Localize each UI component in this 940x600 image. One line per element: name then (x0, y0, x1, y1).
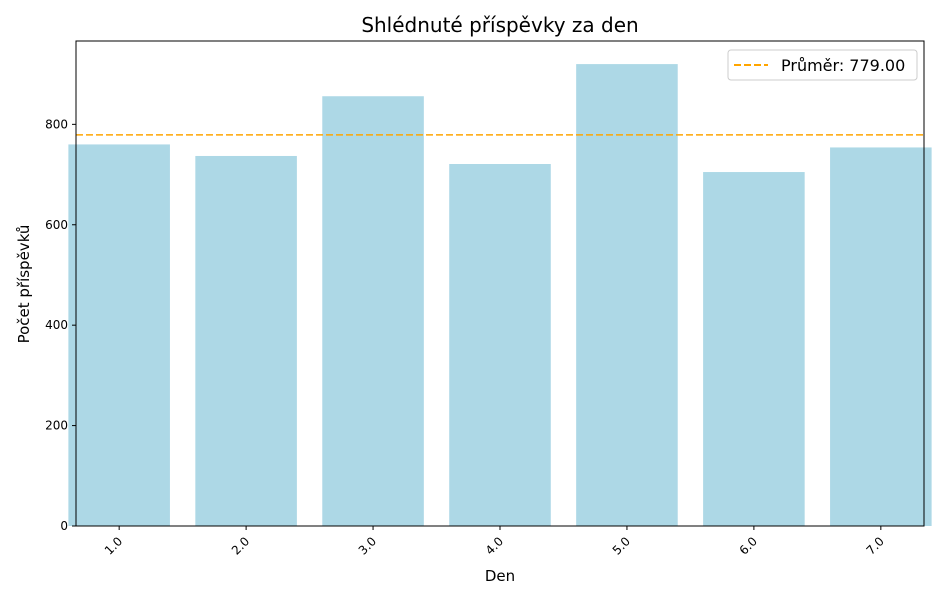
x-tick-label: 6.0 (737, 534, 760, 557)
x-tick-label: 2.0 (229, 534, 252, 557)
bar-5.0 (576, 64, 678, 526)
y-axis-title: Počet příspěvků (15, 225, 33, 344)
x-tick-label: 5.0 (610, 534, 633, 557)
y-tick-label: 400 (45, 318, 68, 332)
bar-3.0 (322, 96, 424, 526)
bar-2.0 (195, 155, 297, 526)
bar-4.0 (449, 164, 551, 526)
y-tick-label: 0 (60, 519, 68, 533)
chart-title: Shlédnuté příspěvky za den (361, 13, 638, 37)
x-tick-label: 4.0 (483, 534, 506, 557)
x-tick-label: 7.0 (864, 534, 887, 557)
y-tick-label: 200 (45, 419, 68, 433)
bars-group (68, 64, 932, 527)
legend-label-mean: Průměr: 779.00 (781, 56, 905, 75)
bar-1.0 (68, 144, 170, 526)
bar-7.0 (830, 147, 932, 527)
x-axis-title: Den (485, 567, 515, 585)
x-axis: 1.0 2.0 3.0 4.0 5.0 6.0 7.0 (102, 526, 887, 558)
y-axis: 0 200 400 600 800 (45, 117, 76, 533)
x-tick-label: 1.0 (102, 534, 125, 557)
y-tick-label: 600 (45, 218, 68, 232)
legend: Průměr: 779.00 (727, 49, 918, 81)
x-tick-label: 3.0 (356, 534, 379, 557)
bar-6.0 (703, 172, 805, 526)
y-tick-label: 800 (45, 117, 68, 131)
legend-box (727, 49, 918, 81)
